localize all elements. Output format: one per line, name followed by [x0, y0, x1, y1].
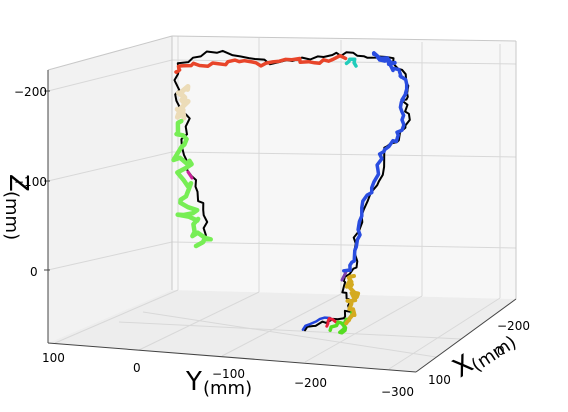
y-tick-label: 100: [42, 351, 65, 365]
grid-lines: [47, 36, 517, 370]
x-tick-label: 100: [428, 373, 451, 387]
y-axis-label-unit: (mm): [203, 378, 252, 399]
z-grid-line: [171, 151, 517, 158]
x-tick-label: −200: [497, 319, 530, 333]
y-tick-label: −100: [212, 367, 245, 381]
back-left-pane: [48, 36, 172, 343]
trajectory: [171, 49, 411, 335]
y-tick-label: −300: [381, 385, 414, 399]
segment-start-red: [325, 316, 338, 328]
segment-start-blue: [301, 316, 332, 331]
segment-light-green: [171, 118, 213, 249]
x-tick-label: 0: [497, 344, 505, 358]
z-tick-label: 0: [30, 265, 38, 279]
y-ticks: 100 0 −100 −200 −300: [42, 351, 414, 399]
floor-grid-line: [388, 297, 501, 370]
y-axis-label: Y (mm): [185, 367, 252, 399]
axes-panes: [48, 36, 516, 372]
z-ticks: −200 −100 0: [14, 85, 50, 279]
floor-grid-line: [142, 311, 437, 358]
segment-beige: [174, 84, 191, 121]
z-axis-label-main: Z: [3, 174, 33, 192]
z-axis-label-unit: (mm): [1, 191, 22, 240]
floor-grid-line: [221, 293, 342, 357]
segment-gold: [344, 274, 361, 326]
segment-orange-red: [174, 53, 348, 75]
y-axis-label-main: Y: [185, 367, 202, 397]
segment-purple: [340, 270, 348, 282]
z-axis-label: Z (mm): [1, 174, 33, 240]
y-axis-line: [47, 342, 417, 373]
z-grid-line: [47, 59, 173, 92]
segment-blue-top: [371, 51, 397, 66]
floor-grid-line: [304, 295, 423, 363]
x-ticks: −200 0 100: [428, 319, 530, 387]
axis-lines: [47, 70, 517, 373]
segment-magenta: [186, 170, 194, 180]
z-grid-line: [47, 151, 173, 182]
y-tick-label: 0: [133, 361, 141, 375]
z-tick-label: −200: [14, 85, 47, 99]
floor-grid-line: [54, 289, 179, 344]
z-grid-line: [171, 241, 517, 249]
x-axis-label-unit: (mm): [468, 332, 521, 376]
segment-cyan: [344, 57, 358, 68]
y-tick-label: −200: [294, 376, 327, 390]
floor-grid-line: [118, 321, 462, 340]
z-tick-label: −100: [14, 175, 47, 189]
x-axis-line: [415, 298, 517, 373]
back-right-pane: [172, 36, 516, 299]
segment-blue-main: [342, 56, 409, 273]
z-grid-line: [47, 241, 173, 271]
